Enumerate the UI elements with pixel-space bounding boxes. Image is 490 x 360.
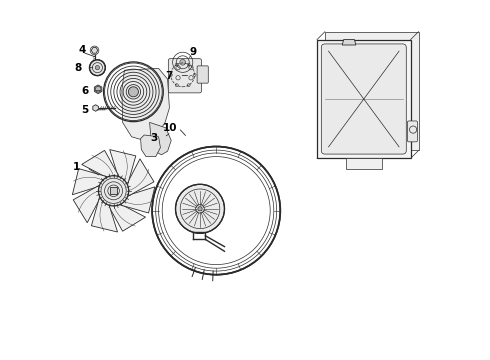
- Circle shape: [98, 176, 129, 206]
- Text: 6: 6: [81, 86, 88, 96]
- Circle shape: [198, 207, 202, 211]
- Polygon shape: [91, 48, 98, 53]
- Polygon shape: [346, 158, 382, 169]
- Circle shape: [95, 66, 99, 70]
- Text: 3: 3: [150, 132, 158, 143]
- Polygon shape: [95, 85, 102, 94]
- Polygon shape: [126, 159, 154, 197]
- Text: 9: 9: [189, 47, 196, 57]
- Text: 7: 7: [166, 71, 173, 81]
- Polygon shape: [110, 187, 117, 194]
- Text: 1: 1: [74, 162, 80, 172]
- Bar: [179, 73, 183, 76]
- Polygon shape: [73, 185, 100, 223]
- Polygon shape: [93, 105, 98, 111]
- FancyBboxPatch shape: [407, 121, 417, 142]
- Circle shape: [152, 147, 280, 275]
- Polygon shape: [122, 68, 170, 140]
- Text: 11: 11: [384, 45, 398, 55]
- Polygon shape: [110, 150, 136, 186]
- Circle shape: [128, 87, 139, 97]
- Text: 8: 8: [74, 63, 82, 73]
- Circle shape: [95, 86, 101, 92]
- FancyBboxPatch shape: [169, 59, 201, 93]
- Polygon shape: [342, 40, 356, 45]
- Text: 2: 2: [190, 198, 197, 208]
- Text: 12: 12: [323, 40, 338, 50]
- Polygon shape: [73, 168, 109, 195]
- Polygon shape: [107, 204, 146, 231]
- Polygon shape: [149, 122, 171, 155]
- Text: 10: 10: [163, 123, 177, 133]
- Circle shape: [175, 184, 224, 233]
- Polygon shape: [317, 40, 411, 158]
- Circle shape: [180, 59, 186, 65]
- Text: 13: 13: [362, 154, 376, 164]
- Text: 5: 5: [81, 105, 88, 115]
- Polygon shape: [92, 195, 118, 232]
- Circle shape: [90, 60, 105, 76]
- Polygon shape: [325, 32, 418, 150]
- FancyBboxPatch shape: [321, 44, 406, 154]
- Polygon shape: [141, 135, 160, 157]
- FancyBboxPatch shape: [197, 66, 208, 83]
- Polygon shape: [119, 187, 155, 213]
- Polygon shape: [82, 150, 120, 178]
- Text: 4: 4: [78, 45, 86, 55]
